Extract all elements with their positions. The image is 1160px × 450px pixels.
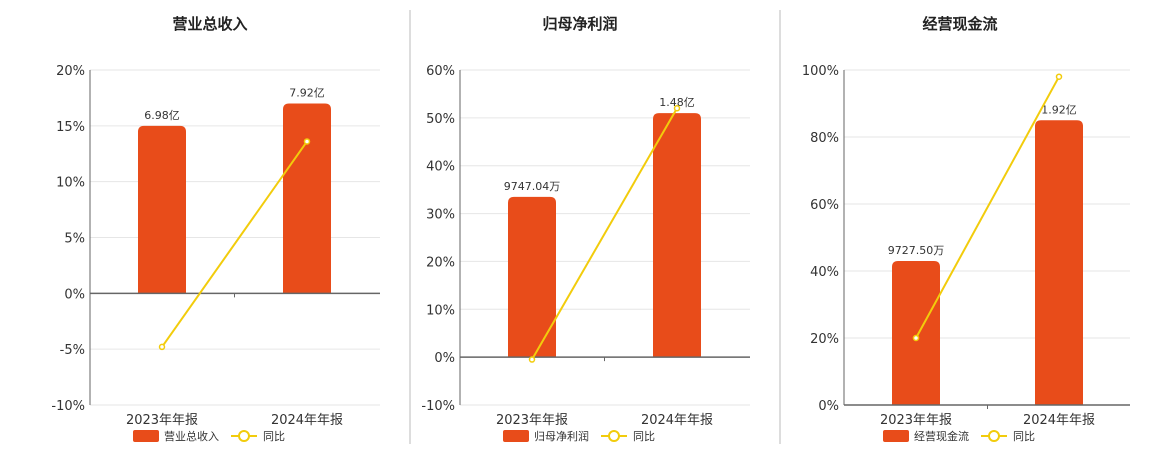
chart1-yoy-point-1	[158, 343, 166, 351]
chart3-yoy-line	[915, 76, 1060, 339]
chart2-bar-label-1: 9747.04万	[504, 180, 561, 193]
chart2-category-label-1: 2023年年报	[496, 413, 568, 428]
chart1-y-tick-label: -10%	[51, 399, 85, 414]
chart3-bar-label-2: 1.92亿	[1041, 103, 1077, 116]
chart3-legend-line-marker	[988, 430, 1000, 442]
chart2-title: 归母净利润	[542, 15, 617, 33]
chart2-y-tick-label: -10%	[421, 399, 455, 414]
chart2-legend-line-marker	[608, 430, 620, 442]
chart1-bar-2	[283, 103, 331, 294]
chart3-y-tick-label: 20%	[810, 332, 839, 347]
chart1-category-label-1: 2023年年报	[126, 413, 198, 428]
chart1-legend-bar-swatch	[133, 430, 159, 442]
chart1-legend-line-marker	[238, 430, 250, 442]
chart1-bar-label-1: 6.98亿	[144, 109, 180, 122]
chart2-y-tick-label: 0%	[434, 351, 455, 366]
chart2-y-tick-label: 60%	[426, 64, 455, 79]
chart3-legend-bar-label: 经营现金流	[914, 429, 969, 443]
chart1-bar-label-2: 7.92亿	[289, 87, 325, 100]
chart1-y-tick-label: 10%	[56, 176, 85, 191]
chart3-legend-line-label: 同比	[1013, 430, 1035, 443]
chart2-y-tick-label: 50%	[426, 112, 455, 127]
chart3-bar-2	[1035, 120, 1083, 405]
chart1-y-tick-label: 0%	[64, 287, 85, 302]
chart2-bar-1	[508, 196, 556, 358]
chart3-yoy-point-1	[912, 334, 920, 342]
chart1-category-label-2: 2024年年报	[271, 413, 343, 428]
chart1-legend-line-label: 同比	[263, 430, 285, 443]
chart2-yoy-point-2	[673, 105, 681, 112]
chart3-y-tick-label: 60%	[810, 198, 839, 213]
chart2-legend-line-label: 同比	[633, 430, 655, 443]
chart3-yoy-point-2	[1055, 73, 1063, 80]
chart2-y-tick-label: 40%	[426, 160, 455, 175]
chart3-y-tick-label: 80%	[810, 131, 839, 146]
chart2-bar-2	[653, 113, 701, 358]
chart1-yoy-point-2	[303, 138, 311, 145]
chart1-y-tick-label: 5%	[64, 232, 85, 247]
chart3-bar-1	[892, 260, 940, 405]
chart3-category-label-1: 2023年年报	[880, 413, 952, 428]
chart2-yoy-line	[531, 107, 678, 361]
chart1-y-tick-label: 15%	[56, 120, 85, 135]
chart1-title: 营业总收入	[172, 15, 247, 33]
chart3-title: 经营现金流	[922, 15, 997, 33]
chart2-y-tick-label: 10%	[426, 303, 455, 318]
chart1-yoy-line	[161, 140, 308, 348]
chart2-yoy-point-1	[528, 356, 536, 363]
chart3-y-tick-label: 0%	[818, 399, 839, 414]
chart3-legend-bar-swatch	[883, 430, 909, 442]
chart1-y-tick-label: -5%	[60, 343, 85, 358]
chart2-legend-bar-label: 归母净利润	[534, 429, 589, 443]
chart1-bar-1	[138, 125, 186, 294]
chart3-category-label-2: 2024年年报	[1023, 413, 1095, 428]
chart3-y-tick-label: 100%	[802, 64, 839, 79]
chart2-y-tick-label: 30%	[426, 208, 455, 223]
chart1-legend-bar-label: 营业总收入	[164, 429, 219, 443]
chart2-bar-label-2: 1.48亿	[659, 96, 695, 109]
chart2-legend-bar-swatch	[503, 430, 529, 442]
chart3-y-tick-label: 40%	[810, 265, 839, 280]
chart2-y-tick-label: 20%	[426, 255, 455, 270]
chart1-y-tick-label: 20%	[56, 64, 85, 79]
chart3-bar-label-1: 9727.50万	[888, 244, 945, 257]
chart2-category-label-2: 2024年年报	[641, 413, 713, 428]
